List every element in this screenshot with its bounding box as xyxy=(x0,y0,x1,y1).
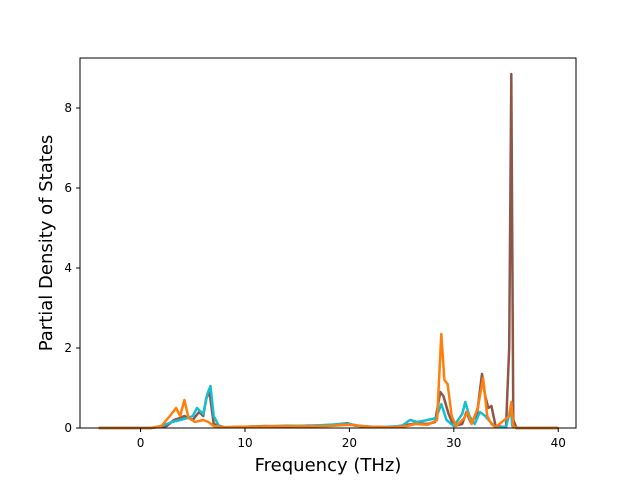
series-layer xyxy=(98,72,559,430)
y-axis-label: Partial Density of States xyxy=(36,135,57,352)
y-tick-label: 2 xyxy=(64,341,72,355)
x-tick-label: 40 xyxy=(551,436,566,450)
y-tick-label: 0 xyxy=(64,421,72,435)
plot-background xyxy=(80,58,576,428)
y-tick-label: 8 xyxy=(64,101,72,115)
series-line xyxy=(98,332,559,430)
x-axis-ticks: 0 10 20 30 40 xyxy=(137,428,566,450)
plot-frame xyxy=(79,57,577,429)
x-tick-label: 30 xyxy=(446,436,461,450)
x-tick-label: 0 xyxy=(137,436,145,450)
x-axis-label: Frequency (THz) xyxy=(255,455,402,476)
y-tick-label: 4 xyxy=(64,261,72,275)
y-axis-ticks: 0 2 4 6 8 xyxy=(64,101,80,435)
x-tick-label: 20 xyxy=(342,436,357,450)
x-tick-label: 10 xyxy=(237,436,252,450)
y-tick-label: 6 xyxy=(64,181,72,195)
